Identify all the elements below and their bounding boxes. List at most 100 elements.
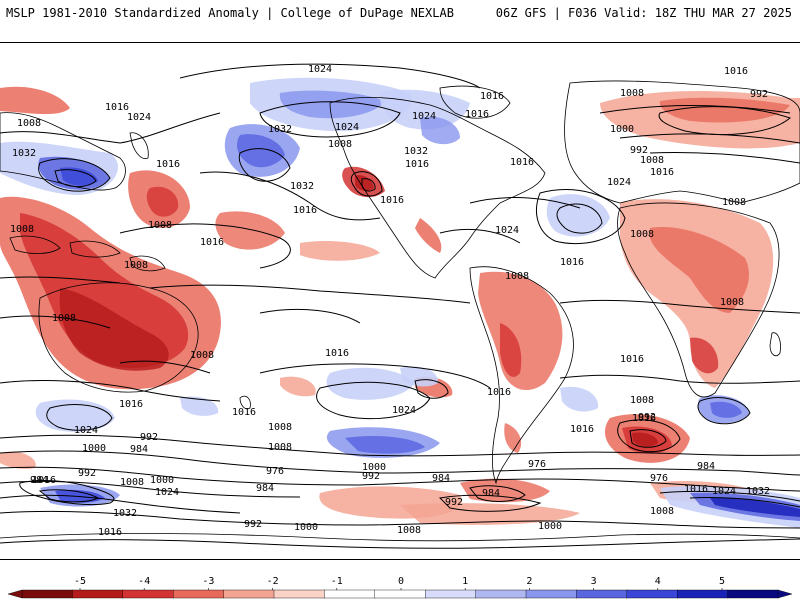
negative-anomaly-shading	[0, 86, 800, 525]
colorbar-segment	[223, 589, 275, 599]
colorbar-segment	[122, 589, 174, 599]
colorbar-tick-label: -2	[267, 576, 279, 587]
isobar-label: 992	[750, 89, 768, 100]
colorbar-tick-label: -3	[202, 576, 214, 587]
colorbar-tick-label: 5	[719, 576, 725, 587]
isobar-label: 1008	[397, 525, 421, 536]
isobar-label: 992	[638, 412, 656, 423]
colorbar-tick-label: -1	[331, 576, 343, 587]
isobar-label: 1016	[465, 109, 489, 120]
isobar-label: 1016	[405, 159, 429, 170]
isobar-label: 1000	[538, 521, 562, 532]
map-canvas: 1024 1016 992 1008 1016 1024 1016 1008 1…	[0, 43, 800, 559]
coastlines	[0, 80, 800, 542]
isobar-label: 1016	[98, 527, 122, 538]
isobar-label: 1008	[630, 395, 654, 406]
isobar-label: 1000	[82, 443, 106, 454]
isobar-label: 1008	[650, 506, 674, 517]
isobar-label: 976	[528, 459, 546, 470]
isobar-label: 1024	[127, 112, 151, 123]
isobar-label: 1024	[712, 486, 736, 497]
isobar-label: 1008	[10, 224, 34, 235]
colorbar-segment	[425, 589, 477, 599]
isobar-label: 1032	[404, 146, 428, 157]
isobar-label: 1016	[32, 475, 56, 486]
colorbar-segment	[626, 589, 678, 599]
colorbar-tick-label: 2	[526, 576, 532, 587]
isobar-label: 1024	[335, 122, 359, 133]
isobar-label: 1008	[722, 197, 746, 208]
colorbar-tick-label: 3	[591, 576, 597, 587]
colorbar-segment	[21, 589, 74, 599]
colorbar-tick-label: 1	[462, 576, 468, 587]
isobar-label: 1008	[328, 139, 352, 150]
isobar-label: 1008	[620, 88, 644, 99]
colorbar-tick-label: 0	[398, 576, 404, 587]
isobar-label: 1024	[74, 425, 98, 436]
isobar-label: 1016	[156, 159, 180, 170]
colorbar-tick-label: -5	[74, 576, 86, 587]
isobar-label: 984	[482, 488, 500, 499]
isobar-label: 1016	[200, 237, 224, 248]
isobar-label: 1016	[570, 424, 594, 435]
colorbar-segment	[727, 589, 779, 599]
isobar-label: 976	[650, 473, 668, 484]
isobar-label: 1016	[232, 407, 256, 418]
isobar-label: 1008	[148, 220, 172, 231]
isobar-label: 992	[445, 497, 463, 508]
isobar-label: 1000	[610, 124, 634, 135]
map-title: MSLP 1981-2010 Standardized Anomaly | Co…	[6, 6, 454, 20]
colorbar-segment	[525, 589, 578, 599]
isobar-label: 1024	[155, 487, 179, 498]
isobar-label: 984	[130, 444, 148, 455]
isobar-label: 984	[432, 473, 450, 484]
isobars	[0, 63, 800, 549]
isobar-label: 1016	[684, 484, 708, 495]
isobar-label: 1008	[268, 422, 292, 433]
colorbar-segment	[677, 589, 729, 599]
isobar-label: 1016	[724, 66, 748, 77]
isobar-label: 1008	[52, 313, 76, 324]
colorbar-segment	[475, 589, 527, 599]
isobar-label: 1032	[290, 181, 314, 192]
header: MSLP 1981-2010 Standardized Anomaly | Co…	[0, 0, 800, 28]
isobar-label: 1016	[620, 354, 644, 365]
isobar-label: 1016	[632, 413, 656, 424]
isobar-label: 1008	[640, 155, 664, 166]
isobar-label: 1016	[380, 195, 404, 206]
isobar-label: 1016	[487, 387, 511, 398]
isobar-label: 1016	[293, 205, 317, 216]
isobar-label: 1008	[268, 442, 292, 453]
isobar-label: 1024	[412, 111, 436, 122]
anomaly-map: 1024 1016 992 1008 1016 1024 1016 1008 1…	[0, 42, 800, 560]
isobar-label: 992	[78, 468, 96, 479]
isobar-label: 1024	[607, 177, 631, 188]
colorbar-min-arrow	[7, 589, 23, 599]
isobar-label: 1032	[268, 124, 292, 135]
colorbar-tick-label: -4	[138, 576, 150, 587]
isobar-label: 1024	[308, 64, 332, 75]
isobar-label: 1008	[17, 118, 41, 129]
isobar-label: 992	[630, 145, 648, 156]
colorbar-segment	[72, 589, 124, 599]
isobar-label: 984	[256, 483, 274, 494]
isobar-label: 1016	[325, 348, 349, 359]
isobar-label: 1024	[495, 225, 519, 236]
colorbar-tick-label: 4	[655, 576, 661, 587]
isobar-label: 992	[362, 471, 380, 482]
isobar-label: 1008	[124, 260, 148, 271]
isobar-label: 1008	[120, 477, 144, 488]
isobar-label: 976	[266, 466, 284, 477]
isobar-label: 1016	[480, 91, 504, 102]
isobar-label: 1032	[113, 508, 137, 519]
isobar-label: 992	[244, 519, 262, 530]
colorbar-segment	[273, 589, 326, 599]
isobar-label: 1032	[12, 148, 36, 159]
isobar-label: 1008	[630, 229, 654, 240]
colorbar-max-arrow	[777, 589, 793, 599]
isobar-label: 1000	[150, 475, 174, 486]
colorbar-segment	[324, 589, 376, 599]
isobar-label: 1008	[505, 271, 529, 282]
colorbar-segment	[374, 589, 426, 599]
isobar-label: 992	[140, 432, 158, 443]
